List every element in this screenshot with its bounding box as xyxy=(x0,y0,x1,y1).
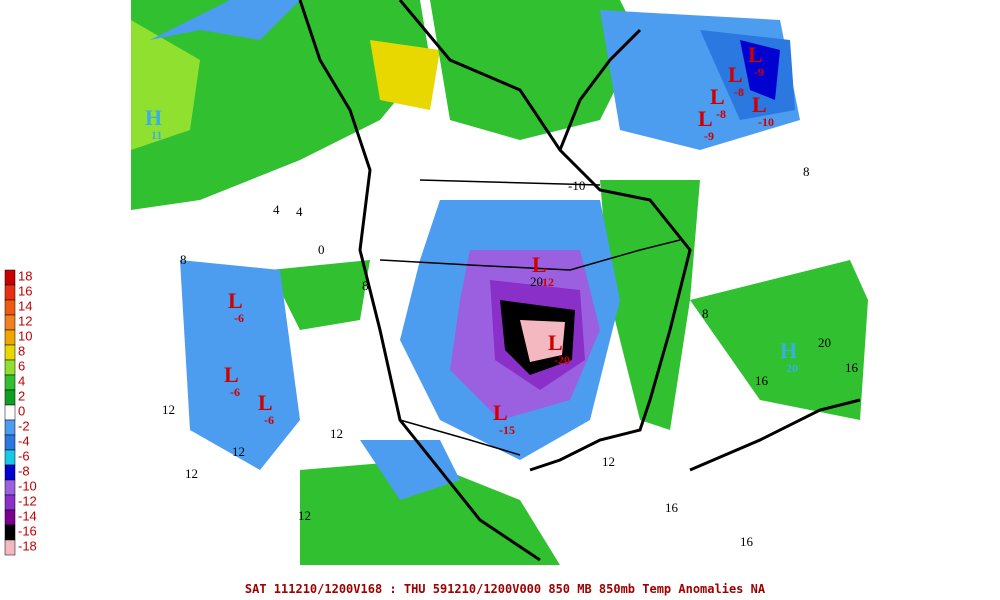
colorbar-label: -8 xyxy=(18,463,30,478)
pressure-symbol: H xyxy=(145,105,162,130)
colorbar-label: 10 xyxy=(18,328,32,343)
colorbar-label: 2 xyxy=(18,388,25,403)
colorbar-box xyxy=(4,404,16,421)
pressure-value: -6 xyxy=(230,385,240,399)
colorbar-box xyxy=(4,359,16,376)
contour-label: 12 xyxy=(232,444,245,459)
contour-label: 8 xyxy=(803,164,810,179)
pressure-symbol: L xyxy=(710,84,725,109)
contour-label: 16 xyxy=(755,373,769,388)
pressure-value: -10 xyxy=(758,115,774,129)
contour-label: 12 xyxy=(162,402,175,417)
coastlines xyxy=(298,0,861,562)
colorbar-box xyxy=(4,284,16,301)
contour-label: 8 xyxy=(180,252,187,267)
colorbar-label: -14 xyxy=(18,508,37,523)
colorbar-label: -6 xyxy=(18,448,30,463)
colorbar-label: 6 xyxy=(18,358,25,373)
pressure-symbol: L xyxy=(752,92,767,117)
pressure-value: -15 xyxy=(499,423,515,437)
colorbar-label: -10 xyxy=(18,478,37,493)
colorbar-box xyxy=(4,479,16,496)
colorbar-label: -18 xyxy=(18,538,37,553)
contour-label: 20 xyxy=(530,274,543,289)
colorbar-label: 14 xyxy=(18,298,32,313)
pressure-value: -9 xyxy=(754,65,764,79)
pressure-value: 11 xyxy=(151,128,162,142)
pressure-value: -8 xyxy=(716,107,726,121)
pressure-symbol: L xyxy=(258,390,273,415)
pressure-value: -6 xyxy=(264,413,274,427)
colorbar-box xyxy=(4,269,16,286)
colorbar-box xyxy=(4,449,16,466)
colorbar-box xyxy=(4,344,16,361)
contour-label: 12 xyxy=(185,466,198,481)
colorbar-box xyxy=(4,494,16,511)
pressure-symbol: L xyxy=(548,330,563,355)
colorbar-label: -16 xyxy=(18,523,37,538)
colorbar-label: -2 xyxy=(18,418,30,433)
colorbar-box xyxy=(4,509,16,526)
pressure-value: 20 xyxy=(786,361,798,375)
colorbar-label: -4 xyxy=(18,433,30,448)
colorbar-box xyxy=(4,389,16,406)
pressure-symbol: L xyxy=(698,106,713,131)
pressure-symbol: L xyxy=(228,288,243,313)
borders xyxy=(379,179,681,456)
contour-label: 12 xyxy=(602,454,615,469)
colorbar-box xyxy=(4,434,16,451)
colorbar-box xyxy=(4,374,16,391)
colorbar-box xyxy=(4,299,16,316)
colorbar-box xyxy=(4,314,16,331)
colorbar-label: 4 xyxy=(18,373,25,388)
pressure-value: -8 xyxy=(734,85,744,99)
colorbar-box xyxy=(4,464,16,481)
colorbar-label: 8 xyxy=(18,343,25,358)
contour-label: 16 xyxy=(845,360,859,375)
contour-label: 20 xyxy=(818,335,831,350)
pressure-value: -9 xyxy=(704,129,714,143)
colorbar-box xyxy=(4,539,16,556)
colorbar-label: 0 xyxy=(18,403,25,418)
contour-label: 16 xyxy=(665,500,679,515)
contour-label: 8 xyxy=(362,278,369,293)
colorbar-label: 18 xyxy=(18,268,32,283)
pressure-symbol: L xyxy=(748,42,763,67)
pressure-value: -6 xyxy=(234,311,244,325)
pressure-symbol: L xyxy=(493,400,508,425)
pressure-symbol: L xyxy=(728,62,743,87)
contour-label: 12 xyxy=(330,426,343,441)
pressure-value: -20 xyxy=(554,353,570,367)
colorbar-label: 16 xyxy=(18,283,32,298)
contour-label: 8 xyxy=(702,306,709,321)
contour-label: 16 xyxy=(740,534,754,549)
pressure-value: -12 xyxy=(538,275,554,289)
contour-label: 4 xyxy=(296,204,303,219)
anomaly-fields xyxy=(131,0,868,565)
colorbar-box xyxy=(4,524,16,541)
colorbar-label: 12 xyxy=(18,313,32,328)
pressure-symbol: H xyxy=(780,338,797,363)
contour-label: 0 xyxy=(318,242,325,257)
contour-label: 4 xyxy=(273,202,280,217)
colorbar-label: -12 xyxy=(18,493,37,508)
colorbar-box xyxy=(4,329,16,346)
pressure-symbol: L xyxy=(224,362,239,387)
contour-label: 12 xyxy=(298,508,311,523)
colorbar-box xyxy=(4,419,16,436)
contour-label: -10 xyxy=(568,178,585,193)
pressure-symbol: L xyxy=(532,252,547,277)
footer: SAT 111210/1200V168 : THU 591210/1200V00… xyxy=(245,582,766,596)
